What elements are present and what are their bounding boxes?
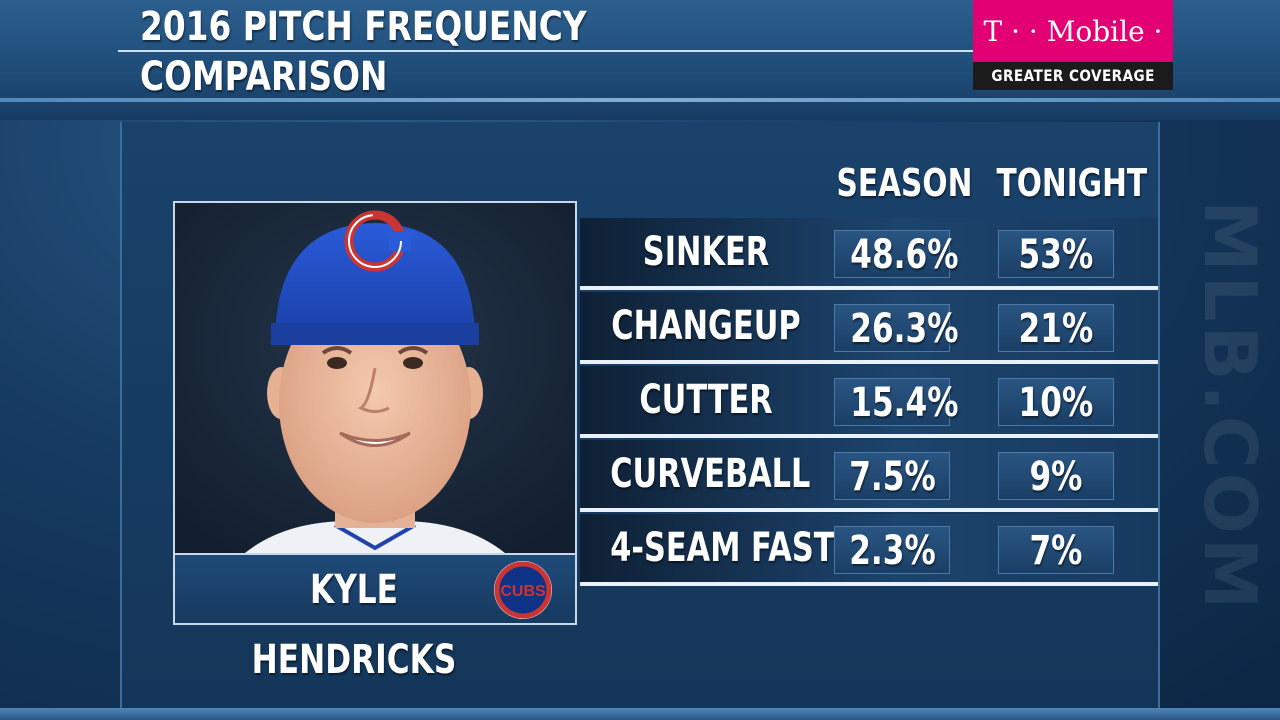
sponsor-tagline: GREATER COVERAGE xyxy=(973,62,1173,90)
player-name: KYLE HENDRICKS xyxy=(251,567,457,683)
sponsor-logo: T · · Mobile · xyxy=(983,15,1163,48)
watermark: MLB.COM xyxy=(1188,200,1272,614)
cubs-logo-icon: CUBS xyxy=(483,559,563,621)
season-value-text: 26.3% xyxy=(850,306,959,352)
season-value: 15.4% xyxy=(834,378,959,426)
pitch-label: CUTTER xyxy=(639,377,773,423)
season-value-text: 7.5% xyxy=(848,454,936,500)
tonight-value-text: 9% xyxy=(1029,454,1083,500)
pitch-label: SINKER xyxy=(642,229,770,275)
player-name-bar: KYLE HENDRICKS CUBS xyxy=(175,553,575,683)
pitch-label: CHANGEUP xyxy=(611,303,801,349)
season-value: 2.3% xyxy=(834,526,950,574)
team-logo-text: CUBS xyxy=(500,583,546,600)
season-value-text: 48.6% xyxy=(850,232,959,278)
tonight-value: 10% xyxy=(998,378,1114,426)
page-title: 2016 PITCH FREQUENCY COMPARISON xyxy=(140,4,587,100)
tonight-value: 53% xyxy=(998,230,1114,278)
sponsor-badge: T · · Mobile · GREATER COVERAGE xyxy=(973,0,1173,90)
table-row: CUTTER 15.4% 10% xyxy=(580,366,1158,438)
season-value: 7.5% xyxy=(834,452,950,500)
tonight-value: 9% xyxy=(998,452,1114,500)
tonight-value: 21% xyxy=(998,304,1114,352)
title-underline xyxy=(118,50,978,52)
player-card: KYLE HENDRICKS CUBS xyxy=(173,201,577,683)
tonight-value-text: 53% xyxy=(1018,232,1094,278)
tonight-value: 7% xyxy=(998,526,1114,574)
table-row: CURVEBALL 7.5% 9% xyxy=(580,440,1158,512)
pitch-label: CURVEBALL xyxy=(610,451,811,497)
season-value: 48.6% xyxy=(834,230,959,278)
table-row: SINKER 48.6% 53% xyxy=(580,218,1158,290)
bottom-band xyxy=(0,708,1280,720)
sponsor-tagline-text: GREATER COVERAGE xyxy=(991,66,1155,85)
player-photo xyxy=(175,203,575,553)
season-value-text: 2.3% xyxy=(848,528,936,574)
season-value-text: 15.4% xyxy=(850,380,959,426)
tonight-value-text: 7% xyxy=(1029,528,1083,574)
table-row: 4-SEAM FASTBALL 2.3% 7% xyxy=(580,514,1158,586)
column-header-tonight: TONIGHT xyxy=(996,161,1148,205)
pitch-label: 4-SEAM FASTBALL xyxy=(610,525,920,571)
tonight-value-text: 10% xyxy=(1018,380,1094,426)
column-header-season: SEASON xyxy=(836,161,973,205)
table-row: CHANGEUP 26.3% 21% xyxy=(580,292,1158,364)
season-value: 26.3% xyxy=(834,304,959,352)
player-headshot-illustration xyxy=(175,203,575,553)
tonight-value-text: 21% xyxy=(1018,306,1094,352)
